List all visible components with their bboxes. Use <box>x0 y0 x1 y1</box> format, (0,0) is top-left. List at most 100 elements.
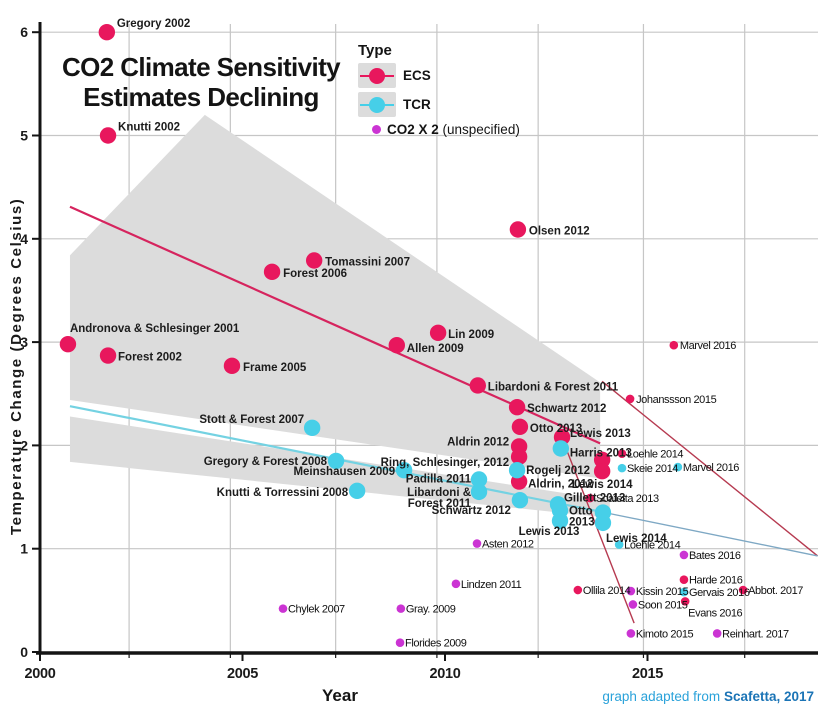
point-label: Gervais 2016 <box>689 587 750 599</box>
legend-swatch-tcr <box>358 92 396 117</box>
ecs-dot-icon <box>369 67 385 84</box>
x-tick-label: 2000 <box>24 666 55 682</box>
point-label: Meinshausen 2009 <box>293 466 395 478</box>
chart-title: CO2 Climate Sensitivity Estimates Declin… <box>46 52 356 112</box>
data-point-ecs <box>99 347 117 364</box>
point-label: Knutti & Torressini 2008 <box>217 487 349 499</box>
point-label: Ring, Schlesinger, 2012 <box>381 457 509 469</box>
data-point-ecs <box>98 24 116 41</box>
y-tick-label: 1 <box>20 541 28 557</box>
data-point-ecs <box>305 252 323 269</box>
chart-title-line2: Estimates Declining <box>83 82 319 113</box>
data-point-ecs <box>509 221 527 238</box>
data-point-tcr <box>508 461 526 479</box>
point-label: Aldrin 2012 <box>447 436 509 448</box>
y-axis-title: Temperature Change (Degrees Celsius) <box>8 197 25 535</box>
point-label: Gillett 2013 <box>564 492 625 504</box>
x-axis-title: Year <box>322 686 358 705</box>
data-point-ecs <box>508 398 526 416</box>
point-label: Schwartz 2012 <box>527 403 606 415</box>
legend-item-co2x2: CO2 X 2 (unspecified) <box>358 121 520 137</box>
legend-label-co2x2-main: CO2 X 2 <box>387 121 439 137</box>
point-label: Soon 2015 <box>638 599 688 611</box>
data-point-co2x2 <box>472 539 482 548</box>
point-label: Reinhart. 2017 <box>722 628 789 640</box>
caption-source-link[interactable]: Scafetta, 2017 <box>723 689 814 704</box>
point-label: Abbot. 2017 <box>748 585 803 597</box>
point-label: Harde 2016 <box>689 575 743 587</box>
ecs-fan-steep <box>561 437 635 624</box>
point-label: Florides 2009 <box>405 638 467 650</box>
y-tick-label: 0 <box>20 644 28 660</box>
point-label: Aldrin, 2012 <box>528 479 593 491</box>
point-label: Ollila 2014 <box>583 585 631 597</box>
x-tick-label: 2015 <box>632 666 663 682</box>
point-label: Marvel 2016 <box>680 340 736 352</box>
point-label: Rogelj 2012 <box>526 465 590 477</box>
tcr-dot-icon <box>369 96 385 113</box>
data-point-co2x2 <box>395 638 405 648</box>
data-point-ecs <box>99 127 117 144</box>
data-point-tcr <box>470 483 488 501</box>
data-point-ecs <box>511 418 529 436</box>
point-label: Loehle 2014 <box>627 449 683 461</box>
data-point-ecs <box>263 263 281 281</box>
point-label: Kimoto 2015 <box>636 628 694 640</box>
data-point-ecs <box>738 585 748 595</box>
data-point-tcr <box>679 587 689 597</box>
data-point-tcr <box>617 463 627 473</box>
data-point-tcr <box>303 419 321 437</box>
point-label: Allen 2009 <box>407 343 464 355</box>
data-point-tcr <box>614 540 624 549</box>
chart-title-line1: CO2 Climate Sensitivity <box>61 52 341 82</box>
y-tick-label: 3 <box>20 334 28 350</box>
point-label: Lindzen 2011 <box>461 579 522 591</box>
legend-label-co2x2: CO2 X 2 (unspecified) <box>387 122 520 137</box>
data-point-co2x2 <box>451 579 461 589</box>
data-point-co2x2 <box>626 629 636 638</box>
y-tick-label: 4 <box>20 231 28 247</box>
point-label: Lewis 2014 <box>606 533 667 545</box>
point-label: Lewis 2013 <box>570 428 631 440</box>
x-tick-label: 2005 <box>227 666 258 682</box>
point-label: Schwartz 2012 <box>432 505 511 517</box>
point-label: Marvel 2016 <box>683 462 739 474</box>
data-point-ecs <box>680 597 690 606</box>
point-label: Olsen 2012 <box>529 226 590 238</box>
point-label: Forest 2006 <box>283 268 347 280</box>
data-point-co2x2 <box>628 600 638 609</box>
legend-label-co2x2-suffix: (unspecified) <box>438 121 520 137</box>
data-point-ecs <box>593 451 611 469</box>
legend: Type ECS TCR CO2 X 2 (unspecified) <box>358 42 520 137</box>
legend-item-tcr: TCR <box>358 92 520 117</box>
point-label: Frame 2005 <box>243 362 307 374</box>
data-point-tcr <box>511 491 529 509</box>
point-label: Gregory & Forest 2008 <box>204 456 328 468</box>
y-tick-label: 6 <box>20 24 28 40</box>
point-label: Libardoni & Forest 2011 <box>488 381 619 393</box>
point-label: Knutti 2002 <box>118 122 180 134</box>
data-point-ecs <box>625 394 635 404</box>
data-point-tcr <box>594 514 612 532</box>
point-label: Skeie 2014 <box>627 463 678 475</box>
point-label: Harris 2013 <box>570 447 632 459</box>
x-tick-label: 2010 <box>429 666 460 682</box>
data-point-ecs <box>223 357 241 375</box>
data-point-co2x2 <box>396 604 406 613</box>
data-point-ecs <box>510 448 528 465</box>
point-label: Forest 2002 <box>118 352 182 364</box>
point-label: Lewis 2013 <box>519 526 580 538</box>
point-label: Stott & Forest 2007 <box>199 414 304 426</box>
data-point-ecs <box>585 493 595 503</box>
data-point-tcr <box>673 462 683 472</box>
point-label: Johanssson 2015 <box>636 394 717 406</box>
point-label: Gray. 2009 <box>406 604 456 616</box>
caption: graph adapted from Scafetta, 2017 <box>602 689 814 704</box>
legend-label-ecs: ECS <box>403 68 431 83</box>
data-point-co2x2 <box>278 604 288 613</box>
data-point-tcr <box>551 512 569 530</box>
point-label: Gregory 2002 <box>117 18 191 30</box>
point-label: Andronova & Schlesinger 2001 <box>70 323 240 335</box>
